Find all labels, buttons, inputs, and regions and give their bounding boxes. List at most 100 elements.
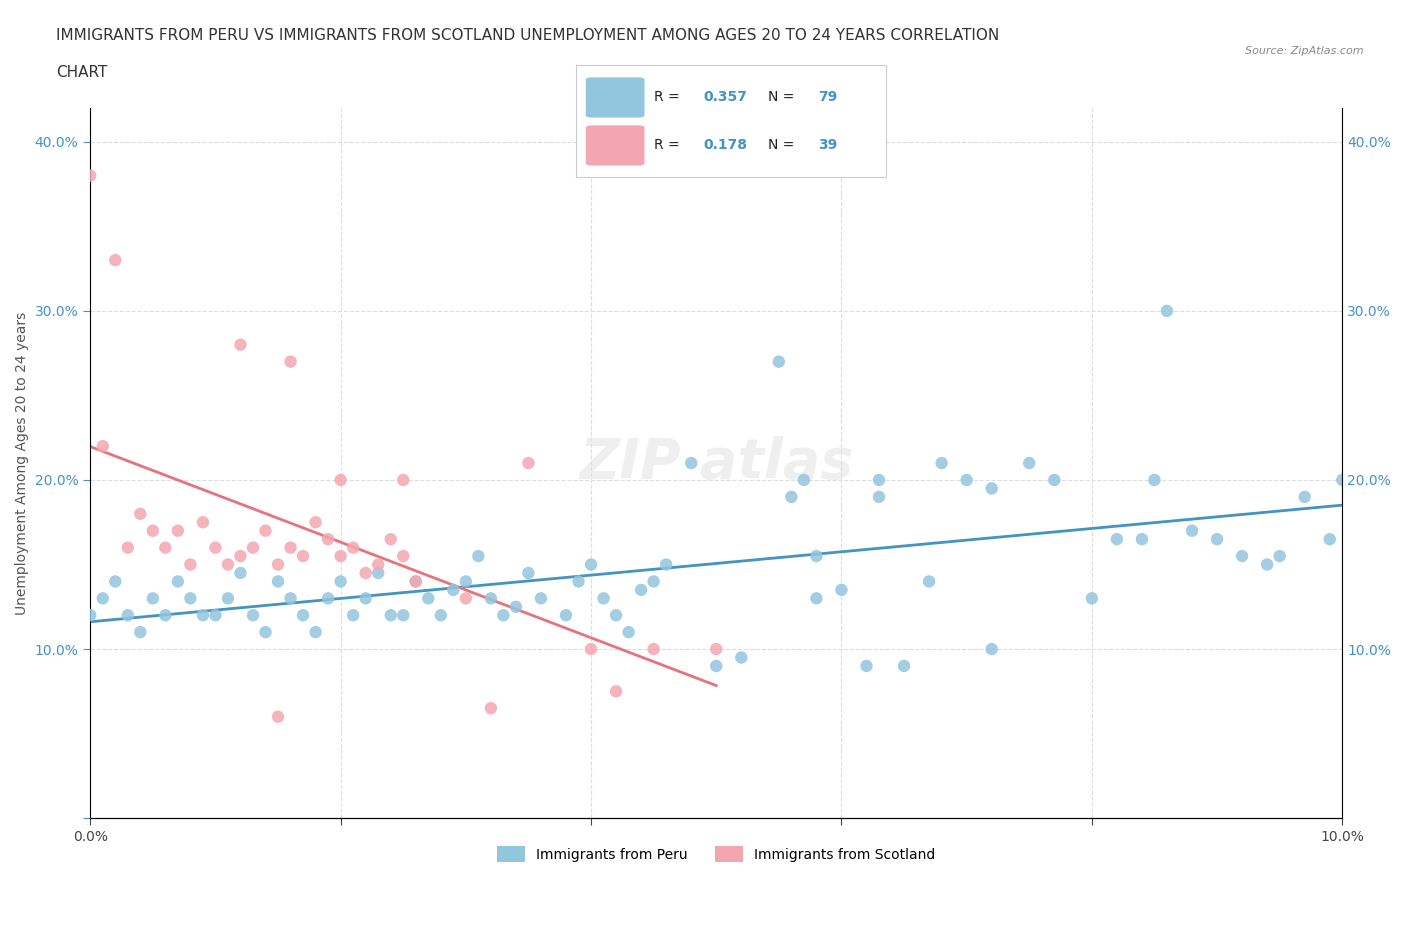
Point: [367, 565, 389, 580]
Point: [454, 574, 477, 589]
Point: [1256, 557, 1278, 572]
Point: [868, 472, 890, 487]
Point: [129, 625, 152, 640]
Point: [217, 591, 239, 605]
Point: [980, 642, 1002, 657]
Point: [204, 540, 226, 555]
Point: [579, 557, 602, 572]
Point: [380, 532, 402, 547]
Point: [191, 608, 214, 623]
Point: [280, 591, 302, 605]
Point: [1319, 532, 1341, 547]
Point: [605, 608, 627, 623]
Point: [1181, 524, 1204, 538]
Point: [530, 591, 553, 605]
Point: [217, 557, 239, 572]
FancyBboxPatch shape: [586, 126, 644, 166]
Point: [454, 591, 477, 605]
Point: [280, 540, 302, 555]
Text: ZIP atlas: ZIP atlas: [579, 436, 853, 490]
Point: [793, 472, 815, 487]
Point: [1268, 549, 1291, 564]
Point: [980, 481, 1002, 496]
Point: [142, 591, 165, 605]
Point: [418, 591, 440, 605]
Point: [730, 650, 752, 665]
Point: [1156, 303, 1178, 318]
Point: [242, 608, 264, 623]
Point: [1018, 456, 1040, 471]
Point: [704, 642, 727, 657]
Point: [229, 565, 252, 580]
Point: [830, 582, 852, 597]
Point: [342, 540, 364, 555]
Point: [117, 540, 139, 555]
Point: [254, 625, 277, 640]
Point: [505, 599, 527, 614]
Point: [155, 540, 177, 555]
Point: [806, 591, 828, 605]
Point: [380, 608, 402, 623]
Point: [1043, 472, 1066, 487]
Point: [79, 168, 101, 183]
Point: [655, 557, 678, 572]
Point: [280, 354, 302, 369]
Point: [681, 456, 703, 471]
Point: [155, 608, 177, 623]
Point: [191, 515, 214, 530]
Point: [467, 549, 489, 564]
Point: [329, 472, 352, 487]
Text: 0.178: 0.178: [703, 139, 747, 153]
Point: [768, 354, 790, 369]
Text: Source: ZipAtlas.com: Source: ZipAtlas.com: [1246, 46, 1364, 57]
Point: [555, 608, 578, 623]
Point: [129, 506, 152, 521]
Point: [316, 591, 339, 605]
Point: [179, 591, 201, 605]
Point: [342, 608, 364, 623]
Text: IMMIGRANTS FROM PERU VS IMMIGRANTS FROM SCOTLAND UNEMPLOYMENT AMONG AGES 20 TO 2: IMMIGRANTS FROM PERU VS IMMIGRANTS FROM …: [56, 28, 1000, 43]
Text: 0.357: 0.357: [703, 90, 747, 104]
Point: [1206, 532, 1229, 547]
Point: [267, 710, 290, 724]
Point: [1331, 472, 1354, 487]
Point: [1294, 489, 1316, 504]
Text: N =: N =: [768, 90, 799, 104]
Point: [142, 524, 165, 538]
Point: [204, 608, 226, 623]
Point: [479, 591, 502, 605]
Point: [405, 574, 427, 589]
Point: [405, 574, 427, 589]
Text: R =: R =: [654, 90, 683, 104]
Point: [567, 574, 589, 589]
Point: [267, 557, 290, 572]
Point: [167, 574, 190, 589]
Point: [104, 253, 127, 268]
Text: R =: R =: [654, 139, 683, 153]
Point: [430, 608, 453, 623]
Point: [441, 582, 464, 597]
Point: [643, 642, 665, 657]
Text: CHART: CHART: [56, 65, 108, 80]
Point: [643, 574, 665, 589]
Point: [605, 684, 627, 698]
Point: [780, 489, 803, 504]
Point: [242, 540, 264, 555]
Point: [117, 608, 139, 623]
FancyBboxPatch shape: [586, 77, 644, 117]
Point: [392, 608, 415, 623]
Point: [479, 701, 502, 716]
Point: [304, 515, 326, 530]
Point: [316, 532, 339, 547]
Point: [956, 472, 979, 487]
Point: [367, 557, 389, 572]
Point: [517, 456, 540, 471]
Point: [1143, 472, 1166, 487]
Point: [931, 456, 953, 471]
Point: [704, 658, 727, 673]
Point: [354, 591, 377, 605]
Point: [579, 642, 602, 657]
Point: [868, 489, 890, 504]
Point: [1130, 532, 1153, 547]
Point: [229, 338, 252, 352]
